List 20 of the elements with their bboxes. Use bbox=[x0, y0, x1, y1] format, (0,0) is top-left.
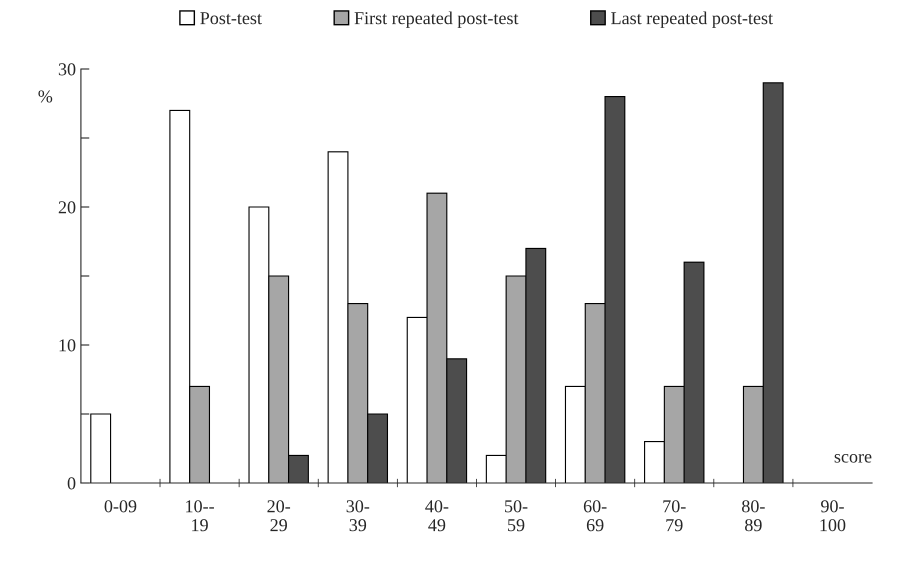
x-tick-label: 20- 29 bbox=[267, 500, 290, 532]
x-tick-label: 30- 39 bbox=[346, 500, 370, 532]
legend-label: Post-test bbox=[200, 12, 262, 24]
y-tick-label: 0 bbox=[68, 477, 76, 490]
y-tick-label: 30 bbox=[58, 63, 76, 76]
x-tick-label: 90- 100 bbox=[820, 500, 846, 532]
x-tick-label: 80- 89 bbox=[742, 500, 765, 532]
legend-label: Last repeated post-test bbox=[611, 12, 773, 28]
y-tick-label: 20 bbox=[58, 201, 76, 214]
x-axis-title: score bbox=[834, 454, 872, 463]
x-tick-label: 50- 59 bbox=[505, 500, 528, 532]
x-tick-label: 70- 79 bbox=[663, 500, 686, 532]
legend-label: First repeated post-test bbox=[354, 12, 518, 28]
x-tick-label: 40- 49 bbox=[425, 500, 448, 532]
y-axis-title: % bbox=[38, 90, 52, 103]
x-tick-label: 0-09 bbox=[104, 500, 136, 512]
x-tick-label: 10-- 19 bbox=[186, 500, 214, 532]
y-tick-label: 10 bbox=[60, 339, 76, 352]
x-tick-label: 60- 69 bbox=[584, 500, 607, 532]
bar bbox=[90, 413, 112, 483]
